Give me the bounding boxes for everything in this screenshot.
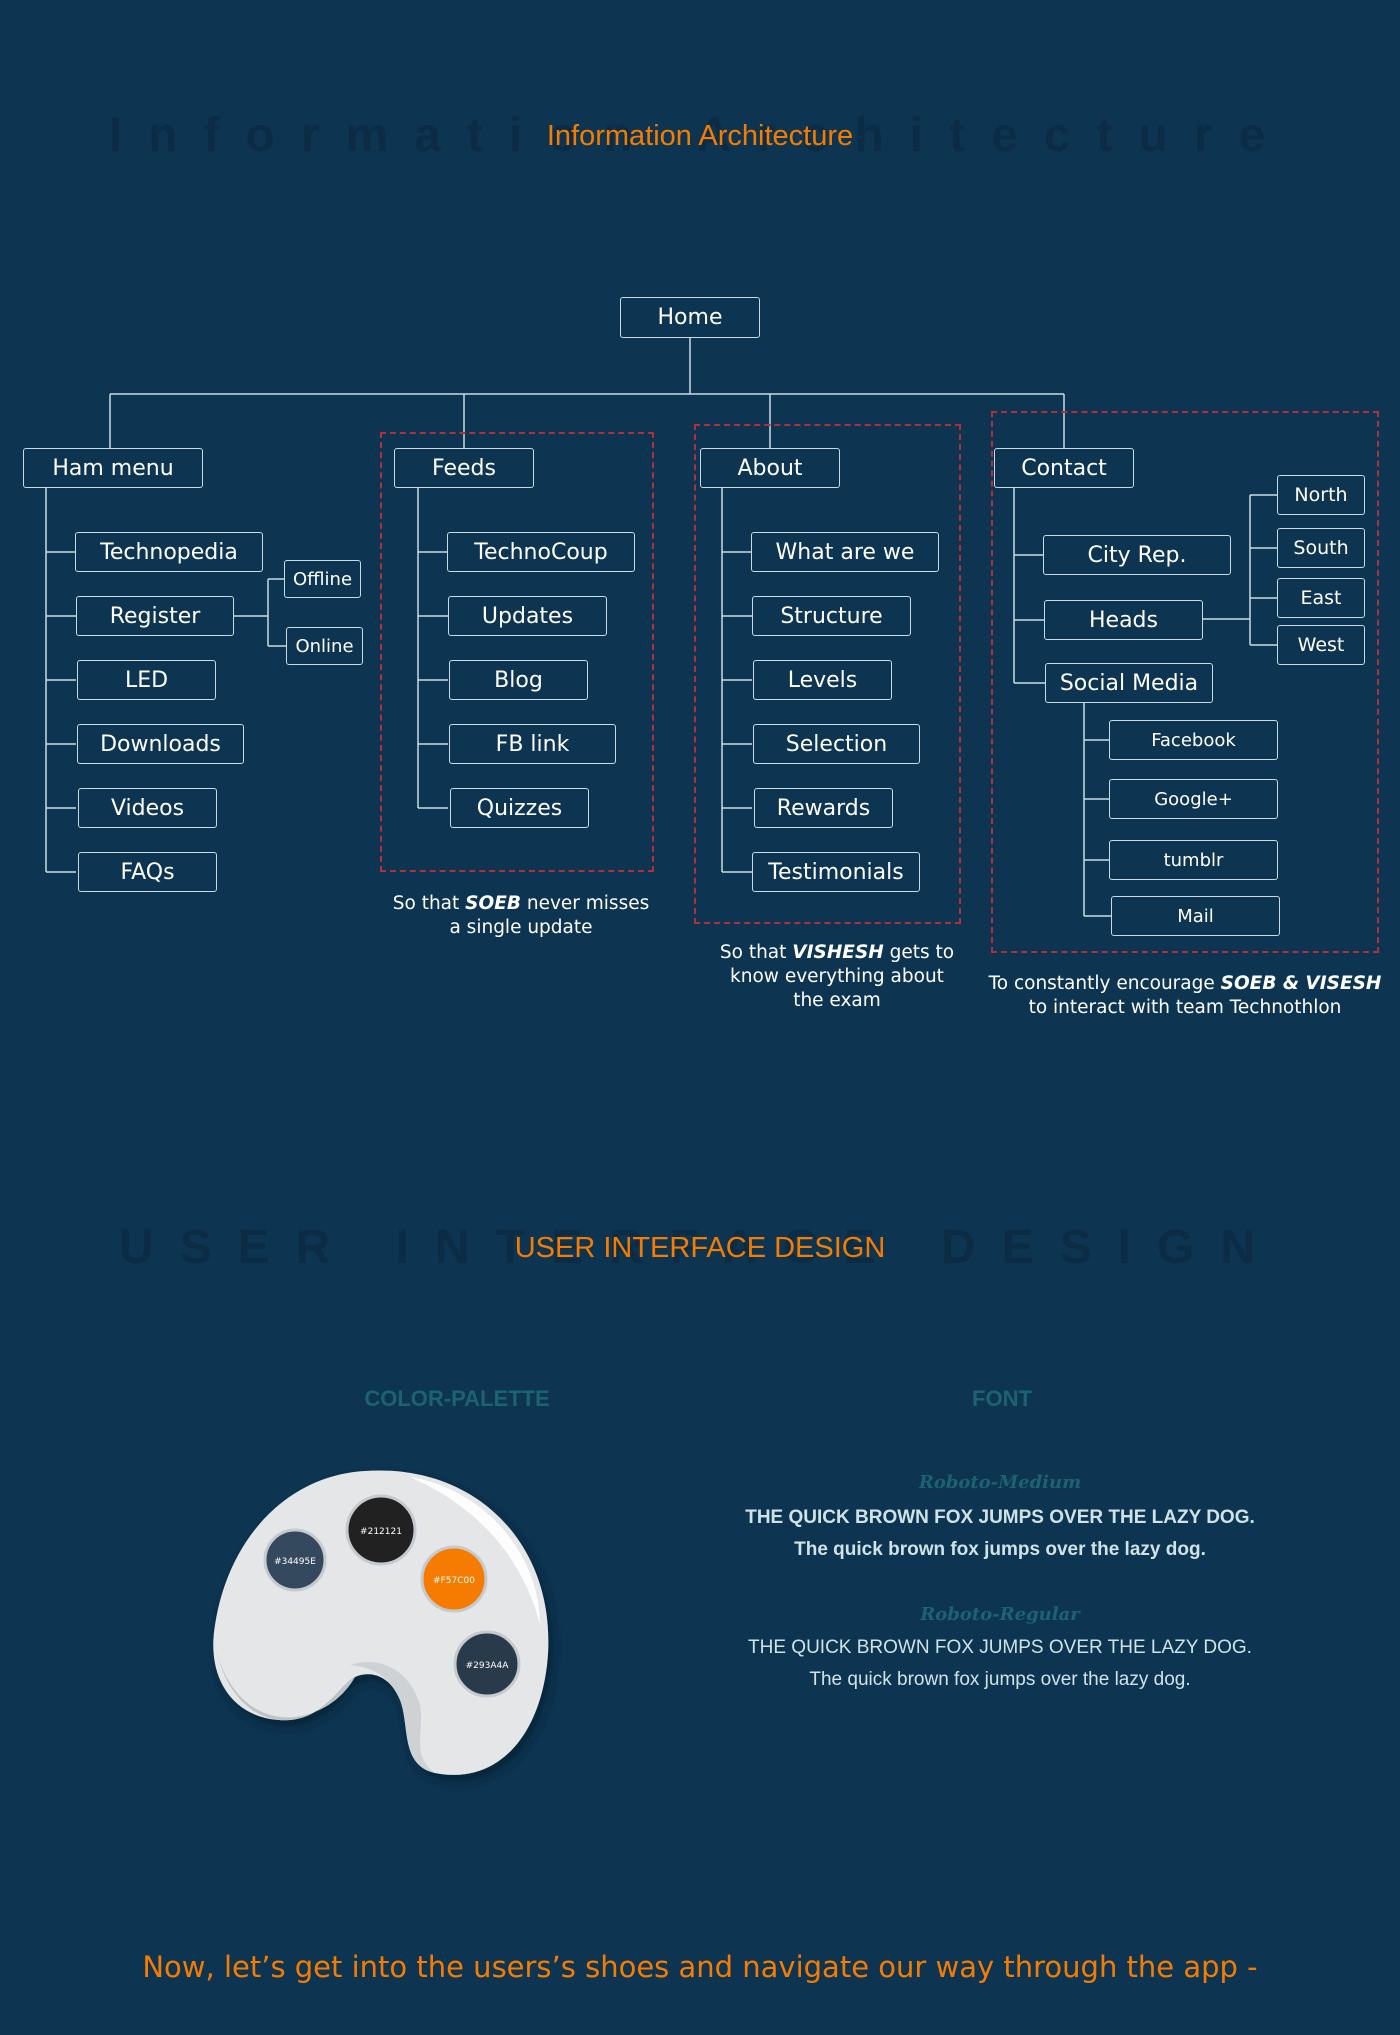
font-name-regular: Roboto-Regular <box>920 1604 1080 1625</box>
node-facebook: Facebook <box>1109 720 1278 760</box>
node-led: LED <box>77 660 216 700</box>
swatch-label-3: #293A4A <box>466 1661 510 1671</box>
font-sample-regular-lower: The quick brown fox jumps over the lazy … <box>809 1669 1191 1690</box>
node-levels: Levels <box>753 660 892 700</box>
color-palette-illustration: #34495E #212121 #F57C00 #293A4A <box>213 1470 549 1775</box>
about-caption-persona: VISHESH <box>792 942 884 963</box>
font-heading: FONT <box>972 1386 1032 1411</box>
node-rewards: Rewards <box>754 788 893 828</box>
palette-thumb-rim <box>350 1661 435 1773</box>
node-technocoup: TechnoCoup <box>447 532 635 572</box>
node-south: South <box>1277 528 1365 568</box>
contact-caption-pre: To constantly encourage <box>988 973 1221 994</box>
node-home: Home <box>620 297 760 338</box>
feeds-caption-pre: So that <box>392 893 466 914</box>
node-testimonials: Testimonials <box>752 852 920 892</box>
node-faqs: FAQs <box>78 852 217 892</box>
node-online: Online <box>286 627 363 665</box>
node-city-rep: City Rep. <box>1043 535 1231 575</box>
node-feeds: Feeds <box>394 448 534 488</box>
swatch-0: #34495E <box>263 1528 327 1592</box>
node-east: East <box>1277 578 1365 618</box>
node-downloads: Downloads <box>77 724 244 764</box>
color-palette-heading: COLOR-PALETTE <box>364 1386 550 1411</box>
node-tumblr: tumblr <box>1109 840 1278 880</box>
swatch-1: #212121 <box>345 1494 417 1566</box>
feeds-caption-line2: a single update <box>449 917 593 938</box>
node-updates: Updates <box>448 596 607 636</box>
node-selection: Selection <box>753 724 920 764</box>
node-offline: Offline <box>284 560 361 598</box>
feeds-caption-post: never misses <box>520 893 650 914</box>
about-caption-line2: know everything about <box>730 966 944 987</box>
font-sample-medium-lower: The quick brown fox jumps over the lazy … <box>794 1539 1206 1560</box>
font-sample-regular-upper: THE QUICK BROWN FOX JUMPS OVER THE LAZY … <box>748 1637 1252 1658</box>
about-group-outline <box>694 424 961 924</box>
node-heads: Heads <box>1044 600 1203 640</box>
ui-title: USER INTERFACE DESIGN <box>514 1232 886 1264</box>
ui-ghost-title: USER INTERFACE DESIGN <box>118 1221 1282 1274</box>
node-videos: Videos <box>78 788 217 828</box>
swatch-label-0: #34495E <box>274 1557 316 1567</box>
node-what-are-we: What are we <box>751 532 939 572</box>
feeds-group-outline <box>380 432 654 872</box>
about-caption-pre: So that <box>719 942 793 963</box>
node-contact: Contact <box>994 448 1134 488</box>
contact-group-outline <box>991 411 1379 953</box>
node-about: About <box>700 448 840 488</box>
swatch-3: #293A4A <box>453 1630 521 1698</box>
swatch-label-1: #212121 <box>360 1527 402 1537</box>
node-north: North <box>1277 475 1365 515</box>
contact-caption: To constantly encourage SOEB & VISESH to… <box>980 972 1390 1020</box>
ia-title: Information Architecture <box>546 120 854 152</box>
footer-cta: Now, let’s get into the users’s shoes an… <box>142 1950 1258 1984</box>
node-structure: Structure <box>752 596 911 636</box>
node-fb-link: FB link <box>449 724 616 764</box>
feeds-caption-persona: SOEB <box>465 893 521 914</box>
swatch-label-2: #F57C00 <box>433 1576 475 1586</box>
node-west: West <box>1277 625 1365 665</box>
node-social-media: Social Media <box>1045 663 1213 703</box>
node-google-plus: Google+ <box>1109 779 1278 819</box>
contact-caption-persona: SOEB & VISESH <box>1220 973 1382 994</box>
node-technopedia: Technopedia <box>75 532 263 572</box>
ia-ghost-title: Information Architecture <box>108 109 1292 162</box>
node-mail: Mail <box>1111 896 1280 936</box>
contact-caption-line2: to interact with team Technothlon <box>1028 997 1342 1018</box>
node-blog: Blog <box>449 660 588 700</box>
about-caption: So that VISHESH gets to know everything … <box>690 941 984 1013</box>
feeds-caption: So that SOEB never misses a single updat… <box>380 892 662 940</box>
node-register: Register <box>76 596 234 636</box>
font-sample-medium-upper: THE QUICK BROWN FOX JUMPS OVER THE LAZY … <box>745 1507 1255 1528</box>
tree-connectors <box>45 338 1278 917</box>
palette-highlight-shape <box>410 1477 540 1625</box>
font-name-medium: Roboto-Medium <box>918 1472 1082 1493</box>
node-quizzes: Quizzes <box>450 788 589 828</box>
swatch-2: #F57C00 <box>420 1545 488 1613</box>
about-caption-post: gets to <box>883 942 955 963</box>
about-caption-line3: the exam <box>793 990 881 1011</box>
node-ham-menu: Ham menu <box>23 448 203 488</box>
